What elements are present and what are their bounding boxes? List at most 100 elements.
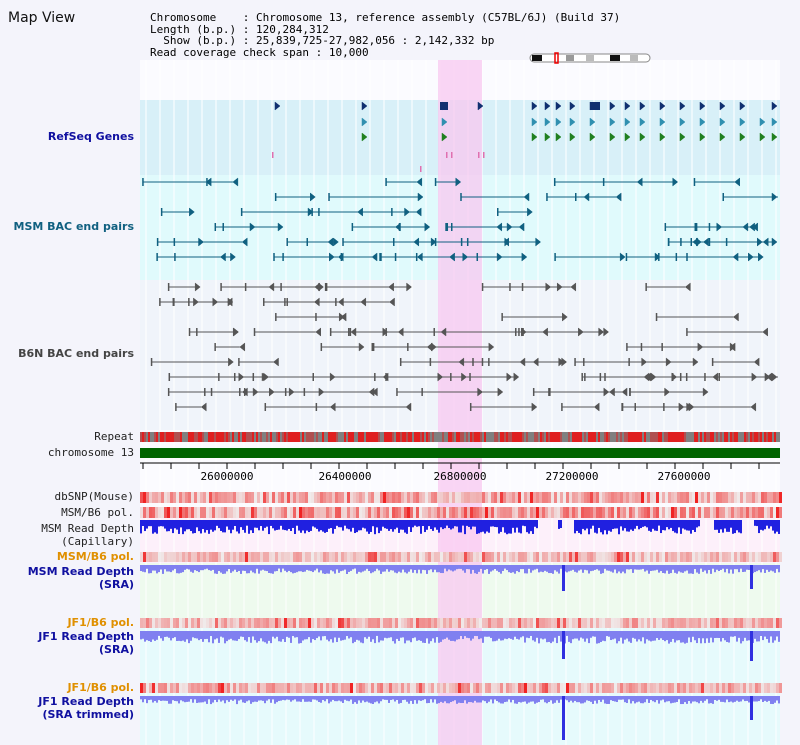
b6n-bac-pair[interactable] <box>406 282 412 292</box>
msm-bac-pair[interactable] <box>734 177 740 187</box>
msm-bac-pair[interactable] <box>757 237 763 247</box>
track-label-jf1-b6-pol[interactable]: JF1/B6 pol. <box>67 616 134 629</box>
track-label-msm-b6-pol[interactable]: MSM/B6 pol. <box>61 506 134 519</box>
b6n-bac-features[interactable] <box>150 282 778 412</box>
msm-bac-pair[interactable] <box>771 237 778 247</box>
b6n-bac-pair[interactable] <box>684 282 691 292</box>
msm-bac-pair[interactable] <box>518 222 525 232</box>
refseq-gene[interactable] <box>589 117 596 127</box>
b6n-bac-pair[interactable] <box>315 327 321 337</box>
track-label-jf1-trimmed[interactable]: JF1 Read Depth <box>38 695 134 708</box>
b6n-bac-pair[interactable] <box>702 387 709 397</box>
b6n-bac-pair[interactable] <box>329 372 336 382</box>
refseq-gene[interactable] <box>679 132 686 142</box>
b6n-bac-pair[interactable] <box>426 342 433 352</box>
refseq-gene[interactable] <box>361 117 368 127</box>
refseq-gene[interactable] <box>609 117 616 127</box>
refseq-gene[interactable] <box>719 132 726 142</box>
read-depth-tracks[interactable] <box>140 520 780 740</box>
refseq-gene[interactable] <box>441 117 448 127</box>
b6n-bac-pair[interactable] <box>194 282 201 292</box>
msm-bac-pair[interactable] <box>232 177 239 187</box>
msm-bac-pair[interactable] <box>672 177 679 187</box>
b6n-bac-pair[interactable] <box>497 387 504 397</box>
b6n-bac-pair[interactable] <box>314 282 321 292</box>
refseq-gene[interactable] <box>477 101 484 111</box>
refseq-gene[interactable] <box>699 101 706 111</box>
refseq-gene[interactable] <box>659 132 666 142</box>
refseq-gene[interactable] <box>544 132 551 142</box>
b6n-bac-pair[interactable] <box>729 342 736 352</box>
msm-bac-pair[interactable] <box>416 177 423 187</box>
msm-bac-pair[interactable] <box>189 207 195 217</box>
refseq-gene[interactable] <box>759 117 766 127</box>
b6n-bac-pair[interactable] <box>531 402 538 412</box>
refseq-gene[interactable] <box>699 132 706 142</box>
msm-bac-pair[interactable] <box>307 207 314 217</box>
refseq-gene[interactable] <box>544 101 551 111</box>
b6n-bac-pair[interactable] <box>664 387 670 397</box>
msm-bac-pair[interactable] <box>703 237 709 247</box>
track-label-chromosome[interactable]: chromosome 13 <box>47 446 134 459</box>
msm-bac-pair[interactable] <box>527 207 533 217</box>
msm-bac-pair[interactable] <box>535 237 542 247</box>
b6n-bac-pair[interactable] <box>556 282 563 292</box>
refseq-gene[interactable] <box>569 132 576 142</box>
b6n-bac-pair[interactable] <box>753 357 760 367</box>
refseq-gene[interactable] <box>739 101 746 111</box>
track-label-refseq[interactable]: RefSeq Genes <box>47 130 134 143</box>
b6n-bac-pair[interactable] <box>372 387 378 397</box>
refseq-gene[interactable] <box>739 132 746 142</box>
msm-bac-pair[interactable] <box>654 252 661 262</box>
b6n-bac-pair[interactable] <box>665 357 672 367</box>
b6n-bac-pair[interactable] <box>458 357 465 367</box>
track-label-jf1-b6-pol-2[interactable]: JF1/B6 pol. <box>67 681 134 694</box>
msm-bac-pair[interactable] <box>357 207 363 217</box>
b6n-bac-pair[interactable] <box>233 327 239 337</box>
b6n-bac-pair[interactable] <box>389 297 395 307</box>
refseq-gene[interactable] <box>361 101 368 111</box>
refseq-gene[interactable] <box>659 117 666 127</box>
msm-bac-pair[interactable] <box>371 252 378 262</box>
msm-bac-pair[interactable] <box>327 237 334 247</box>
b6n-bac-pair[interactable] <box>561 357 568 367</box>
refseq-gene[interactable] <box>739 117 746 127</box>
msm-bac-pair[interactable] <box>583 192 590 202</box>
msm-bac-pair[interactable] <box>521 252 528 262</box>
track-label-b6n-bac[interactable]: B6N BAC end pairs <box>18 347 134 360</box>
refseq-gene[interactable] <box>771 117 778 127</box>
b6n-bac-pair[interactable] <box>562 312 568 322</box>
msm-bac-pair[interactable] <box>249 222 256 232</box>
b6n-bac-pair[interactable] <box>598 327 605 337</box>
b6n-bac-pair[interactable] <box>488 342 495 352</box>
refseq-gene[interactable] <box>555 101 562 111</box>
refseq-gene[interactable] <box>569 101 576 111</box>
chromosome-bar[interactable] <box>140 448 780 458</box>
refseq-gene[interactable] <box>624 132 631 142</box>
msm-bac-pair[interactable] <box>333 237 339 247</box>
b6n-bac-pair[interactable] <box>513 372 520 382</box>
b6n-bac-pair[interactable] <box>671 372 678 382</box>
b6n-bac-pair[interactable] <box>228 357 234 367</box>
refseq-gene[interactable] <box>679 117 686 127</box>
msm-bac-pair[interactable] <box>758 252 764 262</box>
refseq-gene[interactable] <box>441 132 448 142</box>
b6n-bac-pair[interactable] <box>570 282 577 292</box>
refseq-gene[interactable] <box>569 117 576 127</box>
refseq-gene[interactable] <box>639 117 646 127</box>
polymorphism-heat-tracks[interactable] <box>140 492 782 693</box>
track-label-msm-b6-pol-2[interactable]: MSM/B6 pol. <box>56 550 134 563</box>
refseq-gene[interactable] <box>531 117 538 127</box>
refseq-gene[interactable] <box>659 101 666 111</box>
refseq-gene[interactable] <box>589 132 596 142</box>
refseq-gene[interactable] <box>771 132 778 142</box>
msm-bac-pair[interactable] <box>462 252 469 262</box>
msm-bac-pair[interactable] <box>329 252 335 262</box>
msm-bac-pair[interactable] <box>749 222 755 232</box>
msm-bac-pair[interactable] <box>413 237 420 247</box>
b6n-bac-pair[interactable] <box>238 372 245 382</box>
refseq-gene[interactable] <box>624 101 631 111</box>
b6n-bac-pair[interactable] <box>397 327 404 337</box>
chromosome-ideogram[interactable] <box>529 52 651 64</box>
